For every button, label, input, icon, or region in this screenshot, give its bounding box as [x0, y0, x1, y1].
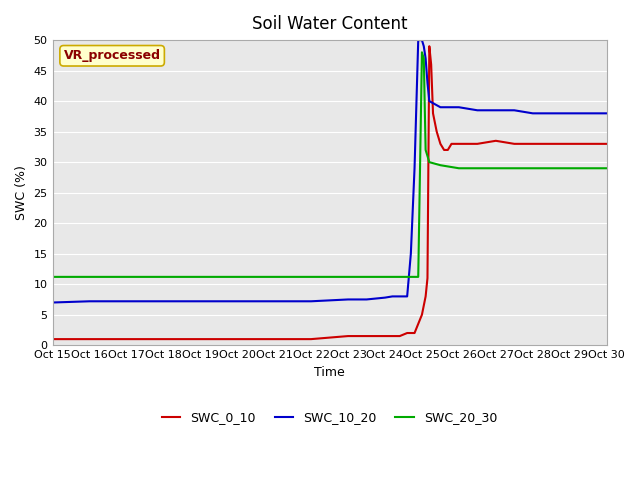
X-axis label: Time: Time — [314, 366, 345, 379]
Title: Soil Water Content: Soil Water Content — [252, 15, 407, 33]
Legend: SWC_0_10, SWC_10_20, SWC_20_30: SWC_0_10, SWC_10_20, SWC_20_30 — [157, 407, 502, 430]
Y-axis label: SWC (%): SWC (%) — [15, 165, 28, 220]
Text: VR_processed: VR_processed — [63, 49, 161, 62]
